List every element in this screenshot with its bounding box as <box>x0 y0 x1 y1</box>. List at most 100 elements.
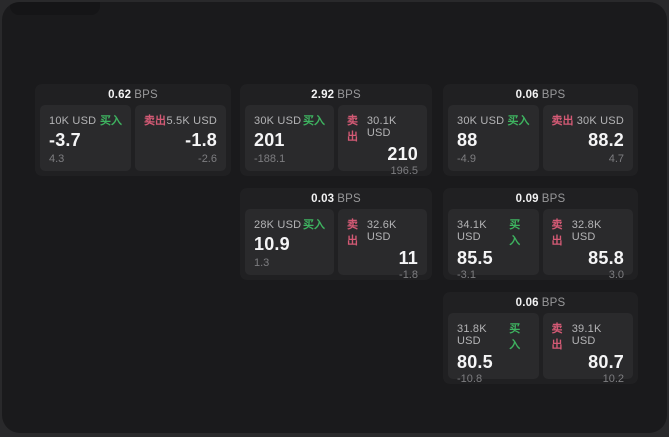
sell-amount: 39.1K USD <box>571 323 602 347</box>
spread-unit: BPS <box>541 89 566 101</box>
sell-panel-top: 卖出 5.5K USD <box>144 112 217 128</box>
buy-amount: 28K USD <box>254 219 302 231</box>
spread-unit: BPS <box>337 89 361 101</box>
card-column-2: 2.92 BPS 30K USD 买入 201 -188.1 卖出 <box>240 84 432 281</box>
sell-price: 80.7 <box>588 352 624 372</box>
card-column-3: 0.06 BPS 30K USD 买入 88 -4.9 卖出 <box>443 84 638 385</box>
buy-panel-top: 30K USD 买入 <box>457 112 530 128</box>
spread-header: 0.06 BPS <box>443 292 638 313</box>
sell-panel-top: 卖出 39.1K USD <box>552 320 625 352</box>
spread-unit: BPS <box>134 89 158 101</box>
buy-side-label: 买入 <box>100 115 122 127</box>
spread-header: 0.03 BPS <box>240 188 432 209</box>
sell-side-label: 卖出 <box>144 115 166 127</box>
quote-card-body: 34.1K USD 买入 85.5 -3.1 卖出 32.8K USD 85.8… <box>443 209 638 281</box>
buy-price: -3.7 <box>49 130 81 150</box>
buy-panel[interactable]: 31.8K USD 买入 80.5 -10.8 <box>448 313 539 385</box>
sell-side-label: 卖出 <box>551 219 563 247</box>
spread-header: 2.92 BPS <box>240 84 432 105</box>
window-top-strip <box>10 2 100 15</box>
buy-panel-top: 31.8K USD 买入 <box>457 320 530 352</box>
quote-card-body: 10K USD 买入 -3.7 4.3 卖出 5.5K USD -1.8 -2.… <box>35 105 231 171</box>
spread-unit: BPS <box>541 297 566 309</box>
sell-amount: 30K USD <box>576 115 624 127</box>
buy-amount: 10K USD <box>49 115 97 127</box>
buy-panel[interactable]: 30K USD 买入 88 -4.9 <box>448 105 539 171</box>
quote-card-body: 30K USD 买入 201 -188.1 卖出 30.1K USD 210 1… <box>240 105 432 177</box>
buy-panel-top: 28K USD 买入 <box>254 216 325 232</box>
spread-value: 0.62 <box>108 89 132 101</box>
buy-delta: -3.1 <box>457 269 476 281</box>
buy-side-label: 买入 <box>303 219 325 231</box>
spread-header: 0.62 BPS <box>35 84 231 105</box>
sell-delta: 10.2 <box>602 373 624 385</box>
sell-panel[interactable]: 卖出 39.1K USD 80.7 10.2 <box>542 313 633 385</box>
sell-panel[interactable]: 卖出 30K USD 88.2 4.7 <box>542 105 633 171</box>
sell-price: 88.2 <box>588 130 624 150</box>
spread-value: 2.92 <box>311 89 335 101</box>
buy-panel-top: 30K USD 买入 <box>254 112 325 128</box>
buy-panel[interactable]: 10K USD 买入 -3.7 4.3 <box>40 105 131 171</box>
buy-delta: 1.3 <box>254 257 270 269</box>
sell-price: -1.8 <box>185 130 217 150</box>
sell-delta: -1.8 <box>399 269 418 281</box>
buy-side-label: 买入 <box>509 323 521 351</box>
spread-value: 0.06 <box>515 297 539 309</box>
sell-panel[interactable]: 卖出 32.6K USD 11 -1.8 <box>338 209 427 281</box>
buy-amount: 31.8K USD <box>457 323 487 347</box>
quote-cards-grid: 0.62 BPS 10K USD 买入 -3.7 4.3 卖出 <box>35 84 638 385</box>
buy-delta: -4.9 <box>457 153 476 165</box>
quote-card-body: 28K USD 买入 10.9 1.3 卖出 32.6K USD 11 -1.8 <box>240 209 432 281</box>
spread-header: 0.09 BPS <box>443 188 638 209</box>
sell-amount: 32.8K USD <box>571 219 602 243</box>
spread-unit: BPS <box>337 193 361 205</box>
buy-amount: 34.1K USD <box>457 219 487 243</box>
quote-card: 2.92 BPS 30K USD 买入 201 -188.1 卖出 <box>240 84 432 177</box>
sell-panel[interactable]: 卖出 32.8K USD 85.8 3.0 <box>542 209 633 281</box>
buy-side-label: 买入 <box>303 115 325 127</box>
buy-amount: 30K USD <box>457 115 505 127</box>
sell-panel-top: 卖出 32.6K USD <box>347 216 418 248</box>
sell-amount: 5.5K USD <box>166 115 217 127</box>
sell-price: 85.8 <box>588 248 624 268</box>
buy-price: 201 <box>254 130 285 150</box>
buy-panel[interactable]: 28K USD 买入 10.9 1.3 <box>245 209 334 275</box>
sell-side-label: 卖出 <box>347 219 358 247</box>
buy-price: 80.5 <box>457 352 493 372</box>
sell-amount: 30.1K USD <box>366 115 397 139</box>
buy-price: 10.9 <box>254 234 290 254</box>
buy-panel-top: 34.1K USD 买入 <box>457 216 530 248</box>
sell-delta: 196.5 <box>390 165 418 177</box>
buy-delta: -188.1 <box>254 153 286 165</box>
buy-amount: 30K USD <box>254 115 302 127</box>
sell-side-label: 卖出 <box>347 115 358 143</box>
spread-unit: BPS <box>541 193 566 205</box>
sell-panel-top: 卖出 30K USD <box>552 112 625 128</box>
buy-panel[interactable]: 34.1K USD 买入 85.5 -3.1 <box>448 209 539 281</box>
buy-price: 85.5 <box>457 248 493 268</box>
sell-price: 11 <box>398 248 418 268</box>
sell-delta: 3.0 <box>608 269 624 281</box>
sell-side-label: 卖出 <box>551 323 563 351</box>
quote-card: 0.03 BPS 28K USD 买入 10.9 1.3 卖出 <box>240 188 432 281</box>
quote-card: 0.06 BPS 30K USD 买入 88 -4.9 卖出 <box>443 84 638 176</box>
sell-panel[interactable]: 卖出 30.1K USD 210 196.5 <box>338 105 427 177</box>
quote-card-body: 30K USD 买入 88 -4.9 卖出 30K USD 88.2 4.7 <box>443 105 638 171</box>
buy-panel-top: 10K USD 买入 <box>49 112 122 128</box>
sell-amount: 32.6K USD <box>366 219 397 243</box>
sell-delta: 4.7 <box>608 153 624 165</box>
sell-panel-top: 卖出 32.8K USD <box>552 216 625 248</box>
spread-value: 0.09 <box>515 193 539 205</box>
sell-delta: -2.6 <box>198 153 217 165</box>
quote-card: 0.06 BPS 31.8K USD 买入 80.5 -10.8 卖出 <box>443 292 638 385</box>
spread-value: 0.06 <box>515 89 539 101</box>
buy-side-label: 买入 <box>509 219 521 247</box>
spread-header: 0.06 BPS <box>443 84 638 105</box>
buy-panel[interactable]: 30K USD 买入 201 -188.1 <box>245 105 334 171</box>
buy-delta: 4.3 <box>49 153 65 165</box>
buy-price: 88 <box>457 130 478 150</box>
sell-panel[interactable]: 卖出 5.5K USD -1.8 -2.6 <box>135 105 226 171</box>
sell-price: 210 <box>387 144 418 164</box>
